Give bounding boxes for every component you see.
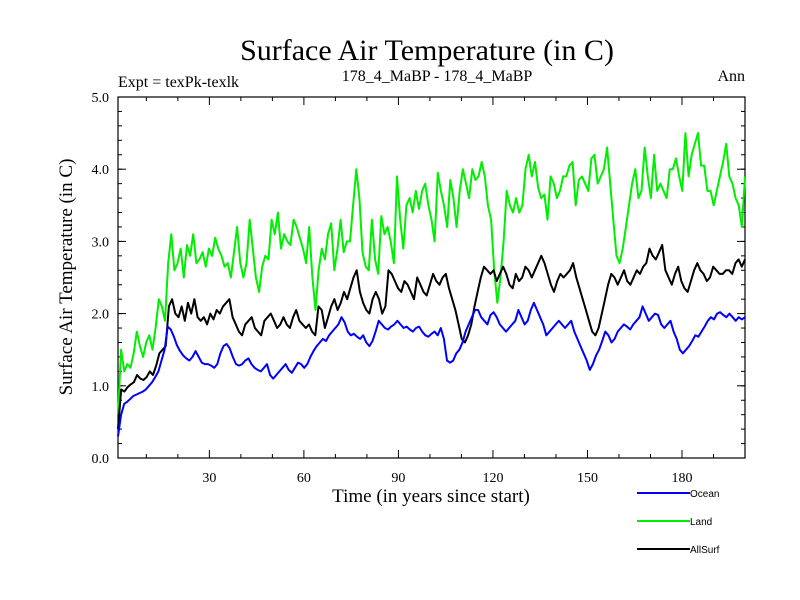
x-axis: 30 60 90 120 150 180	[145, 97, 714, 486]
x-tick-label: 90	[391, 471, 405, 486]
legend-label-allsurf: AllSurf	[690, 545, 720, 556]
legend: Ocean Land AllSurf	[637, 489, 720, 556]
y-tick-label: 1.0	[92, 380, 110, 395]
x-tick-label: 180	[671, 471, 692, 486]
season-label: Ann	[717, 68, 745, 85]
x-axis-label: Time (in years since start)	[332, 486, 530, 507]
y-tick-label: 5.0	[92, 91, 110, 106]
x-tick-label: 150	[577, 471, 598, 486]
period-label: 178_4_MaBP - 178_4_MaBP	[342, 68, 533, 85]
experiment-label: Expt = texPk-texlk	[118, 74, 239, 91]
y-tick-label: 4.0	[92, 163, 110, 178]
legend-label-land: Land	[690, 517, 712, 528]
plot-frame	[117, 96, 746, 459]
series-layer	[117, 132, 746, 437]
y-tick-label: 0.0	[92, 452, 110, 467]
series-line-ocean	[117, 301, 746, 437]
y-tick-label: 2.0	[92, 308, 110, 323]
y-tick-label: 3.0	[92, 235, 110, 250]
x-tick-label: 120	[482, 471, 503, 486]
series-line-land	[117, 132, 746, 415]
y-axis-label: Surface Air Temperature (in C)	[56, 159, 77, 396]
x-tick-label: 60	[297, 471, 311, 486]
chart-title: Surface Air Temperature (in C)	[240, 34, 614, 67]
legend-label-ocean: Ocean	[690, 489, 719, 500]
x-tick-label: 30	[202, 471, 216, 486]
series-line-allsurf	[117, 244, 746, 430]
